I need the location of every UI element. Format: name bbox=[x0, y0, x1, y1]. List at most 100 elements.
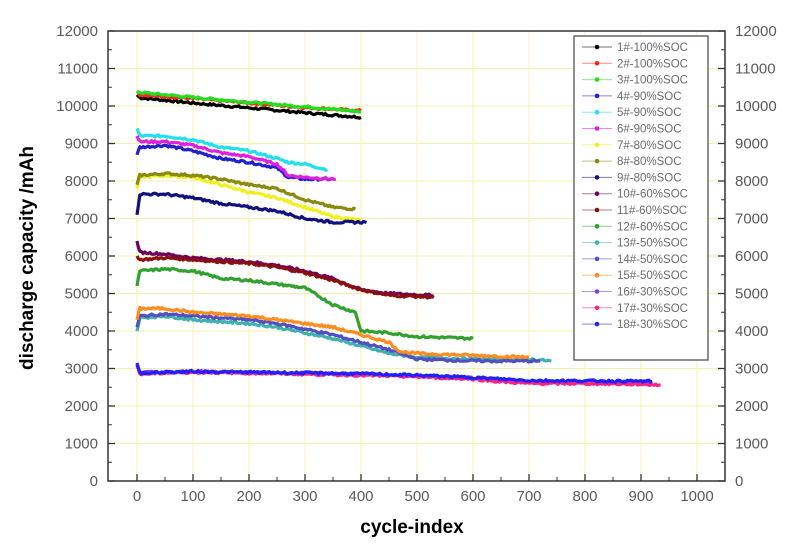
legend-marker-icon bbox=[594, 305, 600, 311]
y-axis-title: discharge capacity /mAh bbox=[17, 146, 38, 370]
series-11#-60%SOC bbox=[135, 255, 435, 300]
legend-item: 7#-80%SOC bbox=[582, 140, 682, 152]
legend-marker-icon bbox=[594, 44, 600, 50]
series-12#-60%SOC bbox=[135, 266, 474, 341]
y-tick-label: 4000 bbox=[65, 323, 98, 340]
legend-marker-icon bbox=[594, 175, 600, 180]
x-axis: 0 100 200 300 400 500 600 700 800 900 1000 bbox=[133, 474, 714, 505]
y-tick-label: 0 bbox=[90, 473, 98, 490]
legend-label: 4#-90%SOC bbox=[617, 91, 682, 103]
legend-label: 9#-80%SOC bbox=[617, 172, 682, 184]
series-4#-90%SOC bbox=[135, 143, 334, 182]
y-tick-label: 2000 bbox=[65, 398, 98, 415]
legend-item: 10#-60%SOC bbox=[582, 189, 688, 201]
y-tick-label: 11000 bbox=[57, 61, 98, 78]
legend-label: 10#-60%SOC bbox=[617, 189, 688, 201]
legend-label: 13#-50%SOC bbox=[617, 238, 688, 250]
x-tick-label: 0 bbox=[133, 488, 141, 505]
series-14#-50%SOC bbox=[135, 311, 541, 364]
series-9#-80%SOC bbox=[135, 191, 367, 225]
legend-item: 6#-90%SOC bbox=[582, 124, 682, 136]
legend: 1#-100%SOC 2#-100%SOC 3#-100%SOC 4#-90%SOC 5… bbox=[573, 35, 709, 361]
series-3#-100%SOC bbox=[135, 89, 362, 114]
legend-marker-icon bbox=[594, 61, 600, 66]
legend-marker-icon bbox=[594, 142, 600, 148]
x-tick-label: 400 bbox=[348, 488, 373, 505]
right-y-tick-label: 8000 bbox=[735, 173, 768, 190]
series-5#-90%SOC bbox=[135, 127, 328, 172]
series-18#-30%SOC bbox=[135, 362, 653, 384]
legend-marker-icon bbox=[594, 207, 600, 213]
legend-item: 14#-50%SOC bbox=[582, 254, 688, 266]
legend-marker-icon bbox=[594, 256, 600, 262]
legend-label: 8#-80%SOC bbox=[617, 156, 682, 168]
right-y-tick-label: 7000 bbox=[735, 211, 768, 228]
right-y-tick-label: 4000 bbox=[735, 323, 768, 340]
y-tick-label: 10000 bbox=[56, 98, 98, 115]
legend-item: 5#-90%SOC bbox=[582, 107, 682, 119]
series-1#-100%SOC bbox=[135, 93, 362, 120]
legend-marker-icon bbox=[594, 272, 600, 278]
legend-label: 2#-100%SOC bbox=[617, 58, 688, 70]
legend-label: 15#-50%SOC bbox=[617, 270, 688, 282]
y-tick-label: 8000 bbox=[65, 173, 98, 190]
legend-label: 17#-30%SOC bbox=[617, 303, 688, 315]
legend-marker-icon bbox=[594, 224, 600, 229]
legend-label: 5#-90%SOC bbox=[617, 107, 682, 119]
legend-label: 3#-100%SOC bbox=[617, 75, 688, 87]
legend-marker-icon bbox=[594, 109, 600, 115]
x-tick-label: 500 bbox=[404, 488, 429, 505]
x-tick-label: 100 bbox=[180, 488, 205, 505]
legend-marker-icon bbox=[594, 191, 600, 196]
series-15#-50%SOC bbox=[135, 305, 530, 360]
legend-item: 9#-80%SOC bbox=[582, 172, 682, 184]
y-tick-label: 1000 bbox=[65, 436, 98, 453]
right-y-tick-label: 3000 bbox=[735, 361, 768, 378]
legend-item: 8#-80%SOC bbox=[582, 156, 682, 168]
legend-label: 12#-60%SOC bbox=[617, 221, 688, 233]
legend-marker-icon bbox=[594, 240, 600, 245]
right-y-tick-label: 9000 bbox=[735, 136, 768, 153]
left-y-axis: 0 1000 2000 3000 4000 5000 6000 7000 8000 9000 100… bbox=[56, 23, 115, 490]
y-tick-label: 6000 bbox=[65, 248, 98, 265]
legend-item: 15#-50%SOC bbox=[582, 270, 688, 282]
data-series bbox=[135, 89, 661, 388]
legend-marker-icon bbox=[594, 93, 600, 99]
x-tick-label: 300 bbox=[292, 488, 317, 505]
x-tick-label: 200 bbox=[236, 488, 261, 505]
legend-item: 13#-50%SOC bbox=[582, 238, 688, 250]
legend-marker-icon bbox=[594, 321, 600, 327]
legend-label: 6#-90%SOC bbox=[617, 124, 682, 136]
right-y-axis: 0 1000 2000 3000 4000 5000 6000 7000 8000 9000 100… bbox=[718, 23, 777, 490]
legend-label: 18#-30%SOC bbox=[617, 319, 688, 331]
right-y-tick-label: 0 bbox=[735, 473, 743, 490]
right-y-tick-label: 6000 bbox=[735, 248, 768, 265]
legend-item: 2#-100%SOC bbox=[582, 58, 688, 70]
x-axis-title: cycle-index bbox=[360, 517, 464, 538]
y-tick-label: 7000 bbox=[65, 211, 98, 228]
legend-item: 17#-30%SOC bbox=[582, 303, 688, 315]
legend-label: 14#-50%SOC bbox=[617, 254, 688, 266]
legend-marker-icon bbox=[594, 126, 600, 131]
y-tick-label: 12000 bbox=[56, 23, 98, 40]
legend-item: 11#-60%SOC bbox=[582, 205, 687, 217]
x-tick-label: 700 bbox=[516, 488, 541, 505]
legend-marker-icon bbox=[594, 158, 600, 164]
legend-item: 12#-60%SOC bbox=[582, 221, 688, 233]
right-y-tick-label: 1000 bbox=[735, 436, 768, 453]
x-tick-label: 800 bbox=[572, 488, 597, 505]
legend-label: 16#-30%SOC bbox=[617, 287, 688, 299]
legend-label: 1#-100%SOC bbox=[617, 42, 688, 54]
legend-item: 16#-30%SOC bbox=[582, 287, 688, 299]
right-y-tick-label: 11000 bbox=[735, 61, 776, 78]
legend-item: 4#-90%SOC bbox=[582, 91, 682, 103]
x-tick-label: 600 bbox=[460, 488, 485, 505]
right-y-tick-label: 2000 bbox=[735, 398, 768, 415]
y-tick-label: 5000 bbox=[65, 286, 98, 303]
legend-label: 11#-60%SOC bbox=[617, 205, 687, 217]
x-tick-label: 1000 bbox=[680, 488, 713, 505]
y-tick-label: 3000 bbox=[65, 361, 98, 378]
legend-item: 18#-30%SOC bbox=[582, 319, 688, 331]
legend-label: 7#-80%SOC bbox=[617, 140, 682, 152]
